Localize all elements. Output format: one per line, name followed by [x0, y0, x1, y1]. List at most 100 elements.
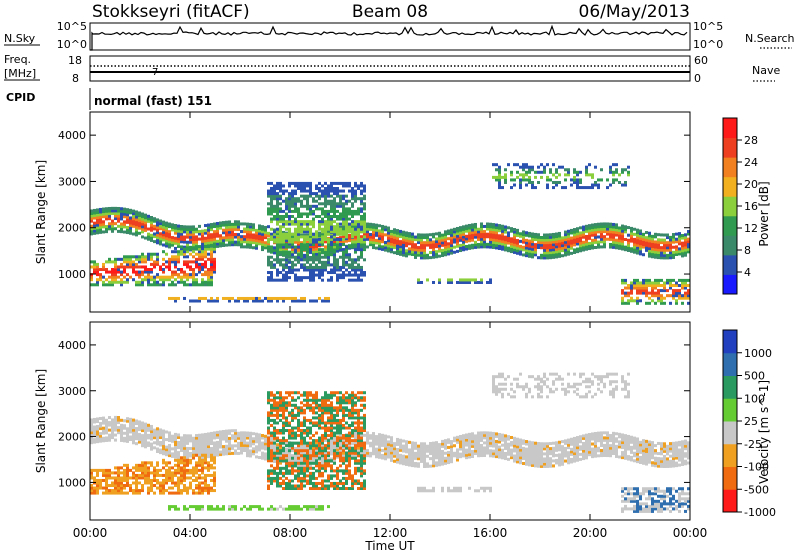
velocity-echo-cell — [306, 449, 309, 452]
nave-tick-0: 0 — [694, 72, 701, 85]
power-colorbar-tick-label: 28 — [744, 134, 758, 147]
power-echo-cell — [471, 223, 474, 226]
velocity-echo-cell — [153, 429, 156, 432]
velocity-echo-cell — [255, 455, 258, 458]
nave-label: Nave — [752, 64, 780, 77]
power-echo-cell — [639, 299, 642, 302]
velocity-echo-cell — [150, 461, 153, 464]
power-echo-cell — [591, 239, 594, 242]
velocity-echo-cell — [96, 479, 99, 482]
power-echo-cell — [315, 184, 318, 187]
power-echo-cell — [117, 276, 120, 279]
power-echo-cell — [105, 278, 108, 281]
power-echo-cell — [384, 241, 387, 244]
power-echo-cell — [363, 258, 366, 261]
power-echo-cell — [267, 190, 270, 193]
velocity-echo-cell — [210, 505, 213, 508]
velocity-echo-cell — [213, 466, 216, 469]
velocity-echo-cell — [300, 462, 303, 465]
power-colorbar-swatch — [723, 118, 737, 138]
velocity-echo-cell — [285, 459, 288, 462]
power-echo-cell — [315, 200, 318, 203]
velocity-echo-cell — [213, 508, 216, 511]
velocity-echo-cell — [315, 391, 318, 394]
power-echo-cell — [354, 266, 357, 269]
power-echo-cell — [348, 218, 351, 221]
power-echo-cell — [288, 258, 291, 261]
power-echo-cell — [303, 297, 306, 300]
power-echo-cell — [294, 297, 297, 300]
power-echo-cell — [360, 266, 363, 269]
velocity-echo-cell — [228, 505, 231, 508]
power-echo-cell — [477, 281, 480, 284]
power-echo-cell — [618, 226, 621, 229]
power-echo-cell — [153, 260, 156, 263]
power-echo-cell — [243, 245, 246, 248]
velocity-echo-cell — [204, 433, 207, 436]
velocity-echo-cell — [96, 469, 99, 472]
power-echo-cell — [597, 184, 600, 187]
power-echo-cell — [483, 230, 486, 233]
velocity-echo-cell — [201, 487, 204, 490]
power-echo-cell — [243, 297, 246, 300]
power-echo-cell — [609, 223, 612, 226]
power-echo-cell — [357, 243, 360, 246]
power-echo-cell — [666, 279, 669, 282]
power-echo-cell — [675, 299, 678, 302]
power-echo-cell — [345, 274, 348, 277]
power-echo-cell — [117, 265, 120, 268]
velocity-echo-cell — [99, 432, 102, 435]
power-echo-cell — [222, 229, 225, 232]
power-echo-cell — [207, 224, 210, 227]
velocity-echo-cell — [114, 466, 117, 469]
velocity-echo-cell — [285, 477, 288, 480]
power-colorbar-tick-label: 24 — [744, 156, 758, 169]
velocity-echo-cell — [276, 437, 279, 440]
power-echo-cell — [159, 283, 162, 286]
power-echo-cell — [294, 268, 297, 271]
power-echo-cell — [276, 192, 279, 195]
velocity-echo-cell — [156, 427, 159, 430]
power-echo-cell — [138, 281, 141, 284]
noise-panel: N.Sky 10^5 10^0 10^5 10^0 N.Search — [4, 20, 795, 51]
velocity-echo-cell — [315, 505, 318, 508]
power-echo-cell — [276, 182, 279, 185]
velocity-echo-cell — [282, 479, 285, 482]
power-echo-cell — [123, 231, 126, 234]
power-echo-cell — [165, 253, 168, 256]
power-echo-cell — [549, 178, 552, 181]
power-echo-cell — [159, 232, 162, 235]
power-echo-cell — [141, 235, 144, 238]
power-echo-cell — [303, 220, 306, 223]
power-echo-cell — [582, 241, 585, 244]
power-echo-cell — [279, 207, 282, 210]
power-echo-cell — [273, 258, 276, 261]
power-echo-cell — [309, 238, 312, 241]
power-echo-cell — [354, 279, 357, 282]
power-echo-cell — [378, 229, 381, 232]
power-echo-cell — [93, 283, 96, 286]
power-echo-cell — [378, 224, 381, 227]
power-echo-cell — [273, 230, 276, 233]
velocity-echo-cell — [315, 452, 318, 455]
velocity-echo-cell — [261, 434, 264, 437]
power-echo-cell — [306, 220, 309, 223]
velocity-echo-cell — [96, 417, 99, 420]
power-echo-cell — [291, 220, 294, 223]
power-echo-cell — [126, 273, 129, 276]
velocity-echo-cell — [195, 476, 198, 479]
power-echo-cell — [117, 230, 120, 233]
velocity-echo-cell — [132, 419, 135, 422]
power-echo-cell — [282, 190, 285, 193]
power-echo-cell — [555, 176, 558, 179]
power-echo-cell — [111, 260, 114, 263]
power-echo-cell — [585, 166, 588, 169]
velocity-echo-cell — [312, 467, 315, 470]
power-echo-cell — [327, 210, 330, 213]
power-echo-cell — [495, 176, 498, 179]
power-echo-cell — [672, 279, 675, 282]
power-echo-cell — [465, 225, 468, 228]
power-echo-cell — [438, 278, 441, 281]
velocity-echo-cell — [300, 467, 303, 470]
velocity-echo-cell — [306, 505, 309, 508]
